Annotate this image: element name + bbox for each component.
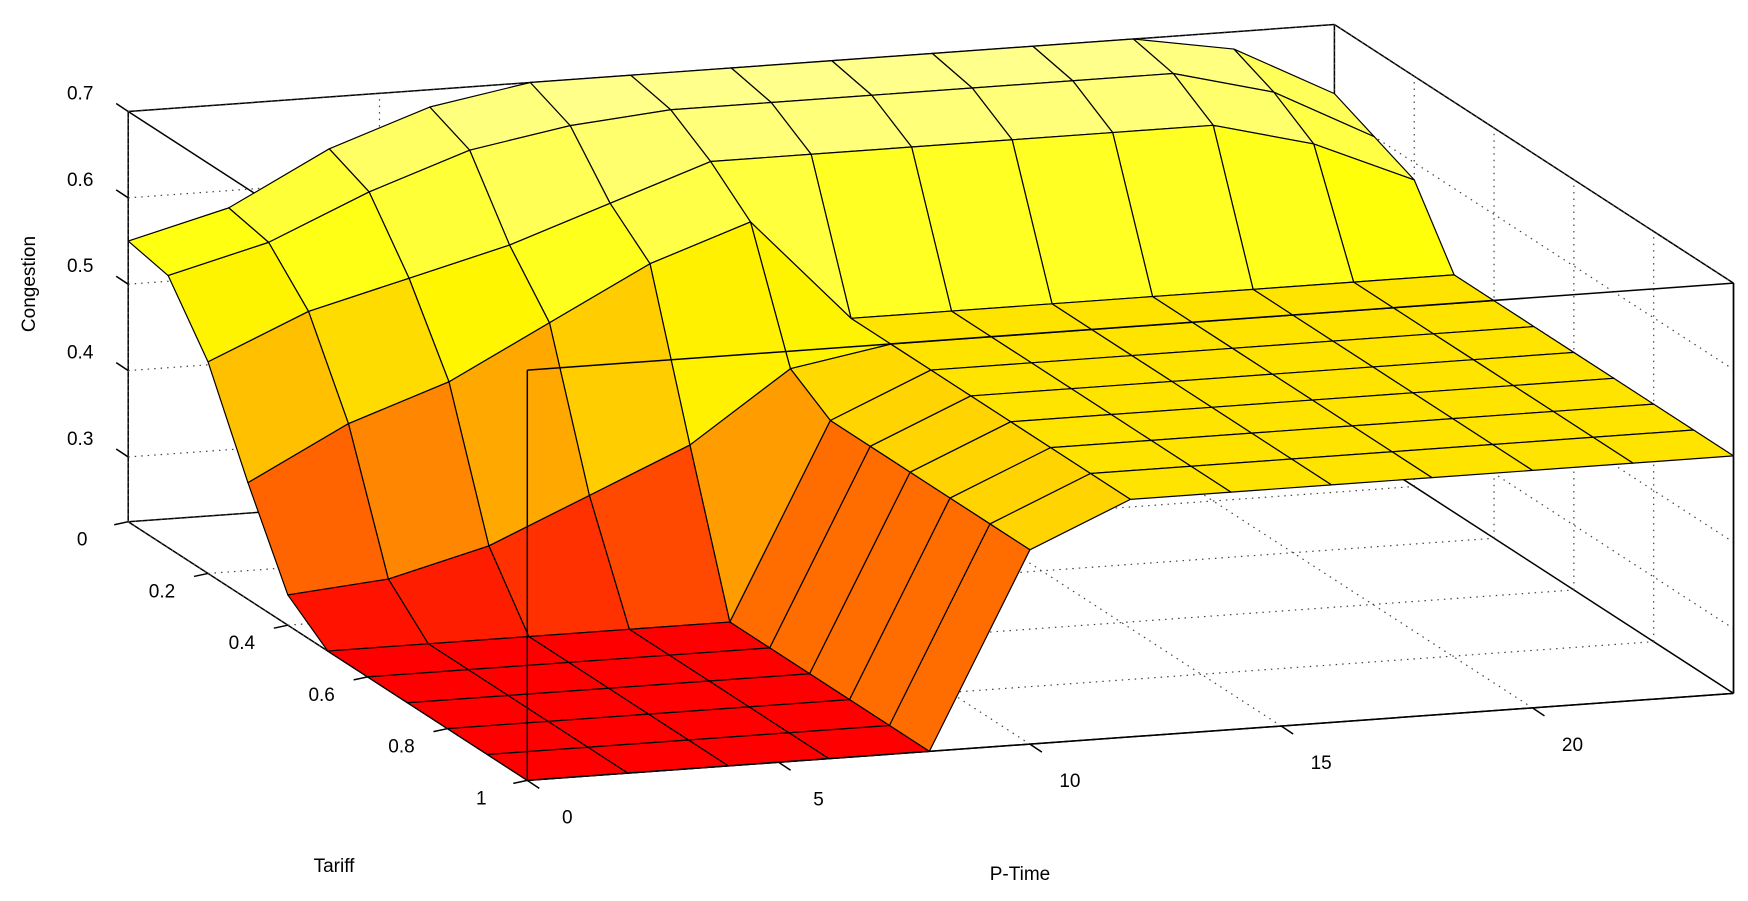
- y-tick-label: 0: [77, 530, 88, 551]
- z-tick-label: 0.3: [67, 429, 93, 450]
- grid-line: [1334, 110, 1734, 371]
- x-tick: [1532, 707, 1545, 717]
- x-axis-label: P-Time: [990, 864, 1051, 885]
- z-tick-label: 0.7: [67, 83, 93, 104]
- grid-line: [1334, 24, 1734, 284]
- x-tick-label: 15: [1311, 753, 1332, 774]
- y-tick: [114, 520, 129, 526]
- x-tick-label: 0: [562, 807, 573, 828]
- y-tick-label: 1: [476, 788, 487, 809]
- y-tick: [193, 572, 209, 578]
- x-tick: [1029, 743, 1043, 753]
- x-tick: [1280, 725, 1294, 735]
- x-tick-label: 20: [1562, 735, 1583, 756]
- y-tick: [353, 676, 368, 681]
- z-tick: [115, 275, 129, 285]
- z-tick: [115, 189, 129, 199]
- x-tick: [778, 761, 792, 771]
- y-tick: [273, 624, 288, 629]
- grid-line: [127, 521, 528, 781]
- box-edge: [527, 282, 1734, 371]
- z-tick: [115, 448, 129, 458]
- y-axis-label: Tariff: [314, 856, 356, 877]
- x-tick-label: 10: [1059, 771, 1080, 792]
- z-tick-label: 0.4: [67, 343, 94, 364]
- y-tick: [513, 779, 528, 785]
- y-tick-label: 0.6: [308, 685, 334, 706]
- y-tick-label: 0.8: [388, 737, 414, 758]
- x-tick: [526, 779, 540, 789]
- z-tick-label: 0.5: [67, 256, 93, 277]
- y-tick: [433, 727, 448, 733]
- x-tick-label: 5: [813, 789, 824, 810]
- y-tick-label: 0.4: [229, 633, 256, 654]
- y-tick-label: 0.2: [149, 581, 175, 602]
- z-tick: [115, 102, 129, 113]
- z-tick-label: 0.6: [67, 170, 93, 191]
- z-tick: [115, 361, 129, 372]
- z-axis-label: Congestion: [19, 236, 40, 332]
